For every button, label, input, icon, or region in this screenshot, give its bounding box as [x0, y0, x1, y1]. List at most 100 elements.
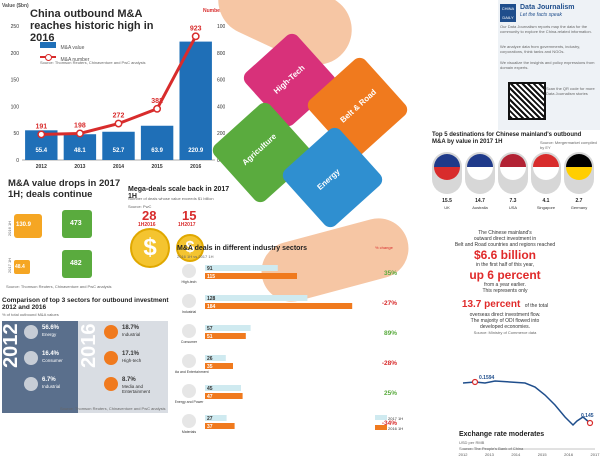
bar-2016: [205, 333, 246, 339]
bar-2016: [205, 273, 297, 279]
dest-value: 2.7: [575, 198, 583, 204]
y-right-label: Number: [203, 8, 222, 14]
sector-icon: [182, 384, 196, 398]
sector-subtitle: 2016 1H vs 2017 1H: [177, 254, 214, 259]
sector-icon: [104, 377, 118, 391]
sector-name: High-tech: [122, 358, 142, 363]
sector-name: Industrial: [122, 332, 141, 337]
sector-name: Media and Entertainment: [175, 370, 209, 374]
chart-source: Source: Thomson Reuters, Chinaventure an…: [40, 60, 146, 65]
bar-value-label: 52.7: [113, 148, 125, 154]
br-big1: $6.6 billion: [473, 248, 536, 262]
legend-2017: 2017 1H: [388, 416, 403, 421]
flag-icon: [533, 154, 559, 180]
fx-label-start: 0.1594: [479, 375, 495, 381]
fx-point-end: [586, 419, 594, 427]
br-l3: Belt and Road countries and regions reac…: [454, 242, 556, 248]
x-tick-label: 2012: [36, 164, 47, 170]
megadeals-2016-num: 28: [142, 208, 157, 223]
coin-icon-small: $: [176, 234, 204, 262]
fx-x-tick: 2012: [459, 452, 469, 457]
x-tick-label: 2013: [74, 164, 85, 170]
sector-name: Consumer: [181, 340, 198, 344]
br-big3-wrap: 13.7 percent of the total: [440, 294, 570, 312]
mavalue-panel: M&A value drops in 2017 1H; deals contin…: [0, 178, 130, 293]
number-label: 198: [74, 122, 86, 129]
y-tick-left: 150: [11, 78, 20, 84]
megadeals-2016-label: 1H2016: [138, 222, 156, 228]
dest-name: USA: [508, 205, 518, 210]
year-2016-block: [78, 321, 168, 413]
fx-x-tick: 2017: [591, 452, 600, 457]
number-point: [191, 32, 200, 41]
mavalue-source: Source: Thomson Reuters, Chinaventure an…: [6, 284, 112, 289]
bar-value-label: 48.1: [74, 148, 86, 154]
bar-2017-label: 45: [207, 386, 213, 392]
megadeals-title: Mega-deals scale back in 2017 1H: [128, 186, 230, 200]
megadeals-2017-num: 15: [182, 208, 197, 223]
sector-name: Energy and Power: [175, 400, 204, 404]
bar-value-label: 220.9: [188, 148, 204, 154]
sector-pct: 6.7%: [42, 377, 56, 383]
value-bar: [140, 125, 174, 160]
fx-source: Source: The People's Bank of China: [459, 446, 524, 451]
sector-icon: [24, 377, 38, 391]
bar-2017-label: 57: [207, 326, 213, 332]
bar-2017-label: 91: [207, 266, 213, 272]
br-l4: in the first half of this year,: [475, 262, 535, 268]
chinadaily-logo: CHINA DAILY: [500, 4, 516, 22]
ddj-body3: We visualize the insights and policy exp…: [500, 60, 595, 70]
number-point: [114, 119, 123, 128]
y-tick-left: 50: [13, 131, 19, 137]
br-l7: of the total: [524, 303, 549, 309]
bar-2017: [205, 355, 226, 361]
number-point: [75, 129, 84, 138]
year-2012-label: 2012: [0, 323, 22, 369]
number-2017-piece: [62, 250, 92, 278]
top3-title: Comparison of top 3 sectors for outbound…: [2, 297, 169, 311]
y-tick-left: 200: [11, 51, 20, 57]
bar-2017: [205, 415, 227, 421]
sector-name: Consumer: [42, 358, 63, 363]
y-left-label: Value ($bn): [2, 3, 29, 9]
value-2017-piece: [14, 260, 30, 274]
bar-2016: [205, 303, 353, 309]
y-tick-right: 0: [217, 158, 220, 164]
value-2016-text: 130.9: [16, 222, 32, 228]
sector-title: M&A deals in different industry sectors: [177, 245, 308, 252]
value-bar: [63, 134, 97, 160]
fx-title: Exchange rate moderates: [459, 431, 545, 438]
y-tick-right: 200: [217, 131, 225, 137]
br-l1: The Chinese mainland's: [478, 230, 532, 236]
dest-panel: Top 5 destinations for Chinese mainland'…: [430, 130, 600, 230]
dest-value: 14.7: [475, 198, 485, 204]
number-2017-text: 482: [70, 260, 82, 267]
qr-code[interactable]: [508, 82, 546, 120]
sector-chart: High-tech 91 115 35% Industrial 128 184 -27% Con…: [175, 264, 403, 434]
legend-number: M&A number: [40, 48, 89, 66]
dest-name: UK: [444, 205, 450, 210]
dest-value: 4.1: [542, 198, 550, 204]
sector-icon: [104, 325, 118, 339]
ddj-body: Our Data Journalism reports map the data…: [500, 24, 592, 34]
sector-name: Materials: [182, 430, 196, 434]
number-label: 191: [35, 123, 47, 130]
number-2016-text: 473: [70, 220, 82, 227]
legend-value: M&A value: [40, 36, 84, 54]
pct-change: 89%: [384, 330, 397, 337]
dest-title: Top 5 destinations for Chinese mainland'…: [432, 132, 582, 145]
dest-value: 7.3: [509, 198, 517, 204]
dest-name: Singapore: [536, 205, 556, 210]
br-l6: This represents only: [482, 288, 528, 294]
y-tick-left: 250: [11, 24, 20, 30]
legend-2016: 2016 1H: [388, 426, 403, 431]
dest-name: Germany: [570, 205, 588, 210]
mavalue-title: M&A value drops in 2017 1H; deals contin…: [8, 178, 121, 200]
sector-icon: [182, 324, 196, 338]
y-tick-right: 400: [217, 104, 225, 110]
y-tick-right: 600: [217, 78, 225, 84]
bar-2017: [205, 265, 278, 271]
flag-icon: [434, 154, 460, 180]
ddj-panel: CHINA DAILY Data Journalism Let the facts…: [498, 0, 600, 130]
megadeals-subtitle: Number of deals whose value exceeds $1 b…: [128, 196, 214, 201]
